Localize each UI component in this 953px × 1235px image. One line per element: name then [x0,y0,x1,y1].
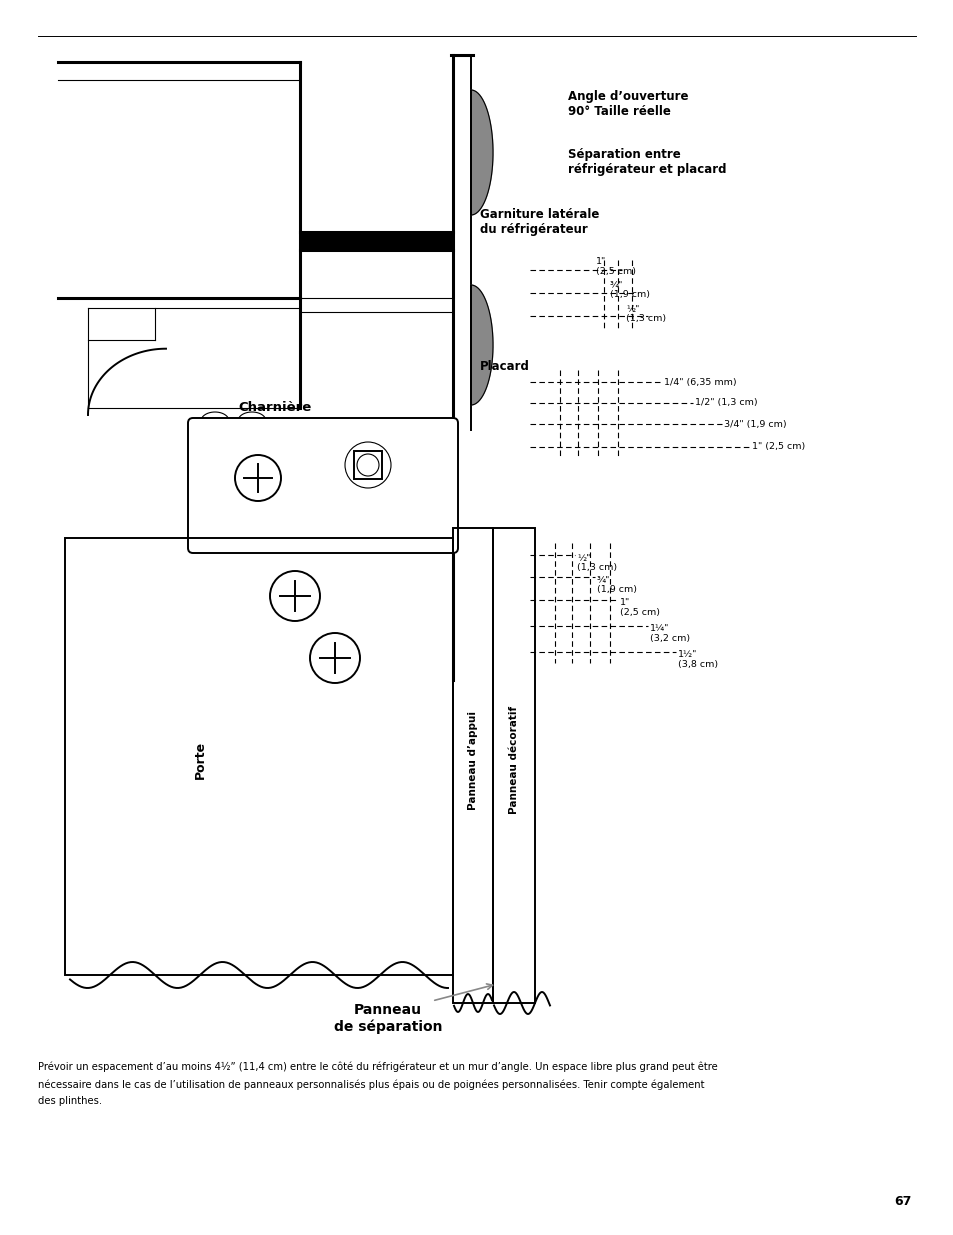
Text: Angle d’ouverture
90° Taille réelle: Angle d’ouverture 90° Taille réelle [567,90,688,119]
Text: Charnière: Charnière [238,401,312,414]
Polygon shape [471,90,493,215]
Text: 1"
(2,5 cm): 1" (2,5 cm) [619,598,659,618]
Text: 1/2" (1,3 cm): 1/2" (1,3 cm) [695,399,757,408]
FancyBboxPatch shape [188,417,457,553]
Text: 1¼"
(3,2 cm): 1¼" (3,2 cm) [649,624,689,643]
Text: 1/4" (6,35 mm): 1/4" (6,35 mm) [663,378,736,387]
Polygon shape [471,285,493,405]
Text: des plinthes.: des plinthes. [38,1095,102,1107]
Text: Panneau
de séparation: Panneau de séparation [334,1003,442,1034]
Text: Panneau décoratif: Panneau décoratif [509,706,518,814]
Text: Placard: Placard [479,359,529,373]
Text: Panneau d’appui: Panneau d’appui [468,710,477,809]
Text: ½"
(1,3 cm): ½" (1,3 cm) [625,304,665,324]
Text: 67: 67 [894,1195,911,1208]
Text: ¾"
(1,9 cm): ¾" (1,9 cm) [597,576,637,594]
Text: 1" (2,5 cm): 1" (2,5 cm) [751,442,804,452]
Text: Garniture latérale
du réfrigérateur: Garniture latérale du réfrigérateur [479,207,598,236]
Text: Séparation entre
réfrigérateur et placard: Séparation entre réfrigérateur et placar… [567,148,726,177]
Text: Porte: Porte [193,741,206,779]
Text: ¾"
(1,9 cm): ¾" (1,9 cm) [609,280,649,299]
Text: 3/4" (1,9 cm): 3/4" (1,9 cm) [723,420,786,429]
Text: 1"
(2,5 cm): 1" (2,5 cm) [596,257,636,277]
Text: ½"
(1,3 cm): ½" (1,3 cm) [577,553,617,572]
Text: nécessaire dans le cas de l’utilisation de panneaux personnalisés plus épais ou : nécessaire dans le cas de l’utilisation … [38,1079,703,1089]
Text: 1½"
(3,8 cm): 1½" (3,8 cm) [678,650,718,669]
Text: Prévoir un espacement d’au moins 4½” (11,4 cm) entre le côté du réfrigérateur et: Prévoir un espacement d’au moins 4½” (11… [38,1062,717,1072]
